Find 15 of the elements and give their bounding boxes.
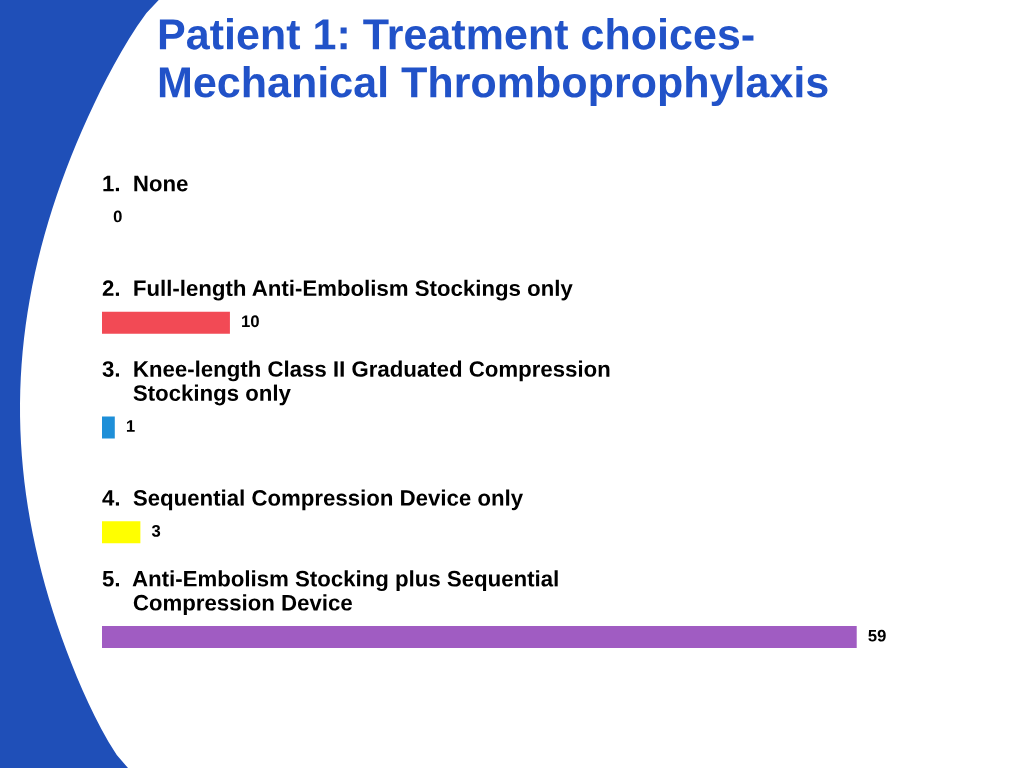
data-label: 59 [868,629,886,642]
y-tick-label: 2. Full-length Anti-Embolism Stockings only [102,279,573,301]
bar [102,521,141,544]
data-label: 1 [126,420,135,432]
data-label: 0 [113,210,122,223]
bar [102,416,115,439]
chart-title: Patient 1: Treatment choices- Mechanical Thromboprophylaxis [159,18,828,107]
bar [102,626,857,649]
data-label: 3 [151,524,161,537]
y-tick-label: 4. Sequential Compression Device only [102,489,523,511]
y-tick-label: 5. Anti-Embolism Stocking plus Sequential Compression Device [102,570,558,615]
y-tick-label: 1. None [103,175,188,192]
data-label: 10 [242,315,259,328]
bar [102,311,230,334]
y-tick-label: 3. Knee-length Class II Graduated Compression Stockings only [102,360,610,406]
